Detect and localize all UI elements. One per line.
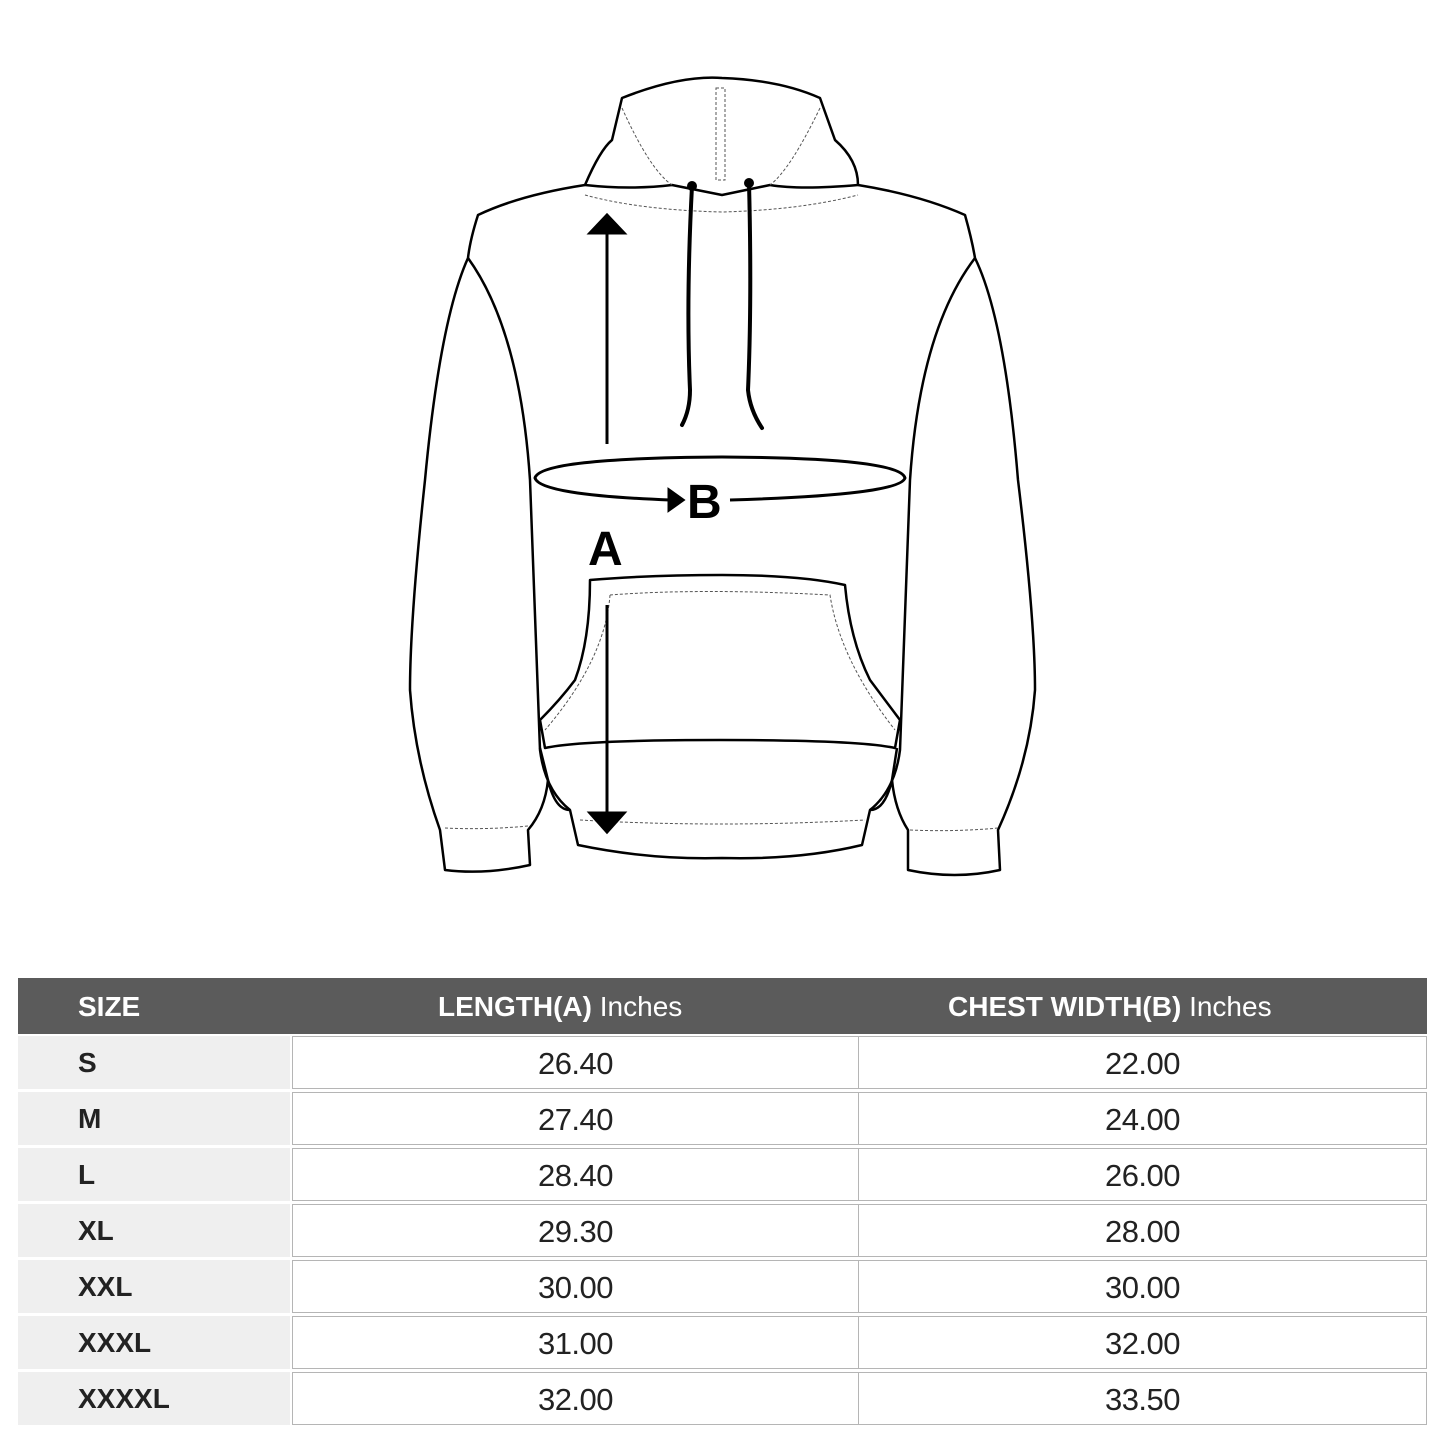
table-row: XXL 30.00 30.00 xyxy=(18,1258,1427,1314)
chest-measure xyxy=(533,455,907,513)
length-cell: 32.00 xyxy=(292,1372,859,1425)
length-cell: 31.00 xyxy=(292,1316,859,1369)
pocket-outline xyxy=(538,573,902,750)
length-cell: 30.00 xyxy=(292,1260,859,1313)
length-cell: 26.40 xyxy=(292,1036,859,1089)
chest-cell: 30.00 xyxy=(858,1260,1427,1313)
hood-outline xyxy=(583,76,860,197)
drawstring-right xyxy=(745,181,764,430)
length-cell: 29.30 xyxy=(292,1204,859,1257)
table-row: M 27.40 24.00 xyxy=(18,1090,1427,1146)
size-cell: XL xyxy=(18,1204,290,1257)
size-cell: XXXL xyxy=(18,1316,290,1369)
label-b: B xyxy=(687,476,722,529)
length-cell: 27.40 xyxy=(292,1092,859,1145)
chest-cell: 26.00 xyxy=(858,1148,1427,1201)
chest-cell: 28.00 xyxy=(858,1204,1427,1257)
chest-cell: 33.50 xyxy=(858,1372,1427,1425)
header-size: SIZE xyxy=(78,991,141,1022)
body-outline xyxy=(408,183,1037,877)
size-cell: S xyxy=(18,1036,290,1089)
size-cell: M xyxy=(18,1092,290,1145)
label-a: A xyxy=(588,523,623,576)
table-header: SIZE LENGTH(A) Inches CHEST WIDTH(B) Inc… xyxy=(18,978,1427,1034)
table-row: XL 29.30 28.00 xyxy=(18,1202,1427,1258)
table-row: XXXL 31.00 32.00 xyxy=(18,1314,1427,1370)
chest-cell: 24.00 xyxy=(858,1092,1427,1145)
size-cell: XXXXL xyxy=(18,1372,290,1425)
size-cell: XXL xyxy=(18,1260,290,1313)
chest-cell: 32.00 xyxy=(858,1316,1427,1369)
size-cell: L xyxy=(18,1148,290,1201)
table-row: S 26.40 22.00 xyxy=(18,1034,1427,1090)
drawstring-left xyxy=(680,184,694,427)
length-arrow xyxy=(586,212,628,835)
chest-cell: 22.00 xyxy=(858,1036,1427,1089)
header-length: LENGTH(A) Inches xyxy=(438,991,683,1022)
table-row: XXXXL 32.00 33.50 xyxy=(18,1370,1427,1426)
size-table: SIZE LENGTH(A) Inches CHEST WIDTH(B) Inc… xyxy=(18,978,1427,1426)
table-row: L 28.40 26.00 xyxy=(18,1146,1427,1202)
hoodie-diagram: A B xyxy=(408,76,1037,877)
header-chest: CHEST WIDTH(B) Inches xyxy=(948,991,1272,1022)
length-cell: 28.40 xyxy=(292,1148,859,1201)
